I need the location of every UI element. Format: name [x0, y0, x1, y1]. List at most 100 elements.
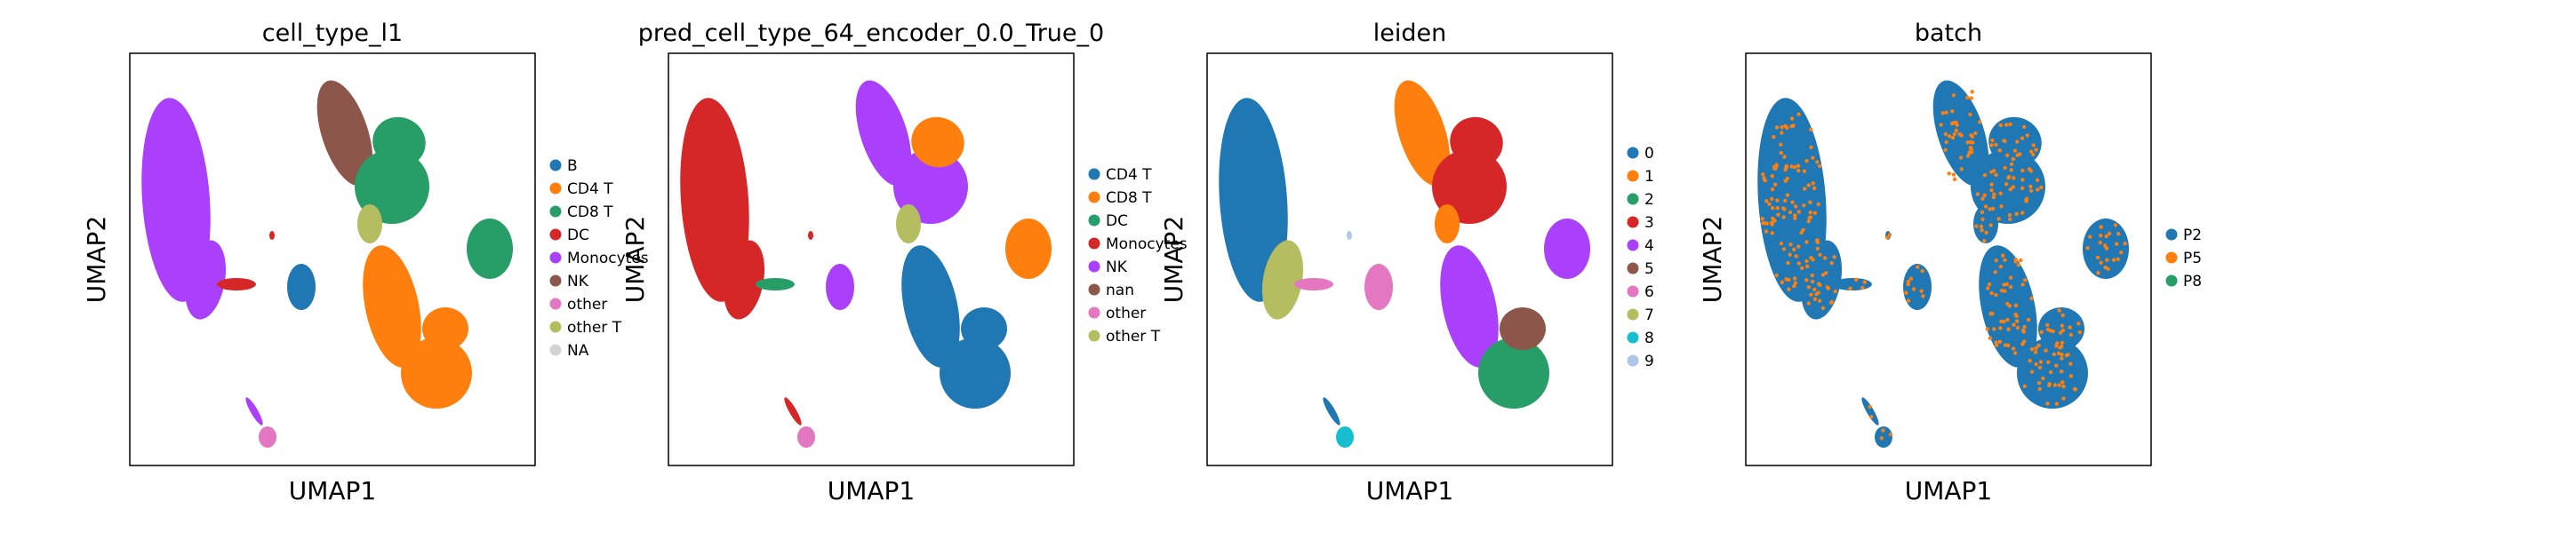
speckle-point	[1989, 187, 1994, 193]
legend-marker	[549, 298, 562, 310]
speckle-point	[2015, 325, 2020, 330]
speckle-point	[1799, 230, 1804, 235]
speckle-point	[2004, 123, 2009, 127]
speckle-point	[1804, 240, 1809, 244]
speckle-point	[2099, 260, 2103, 265]
speckle-point	[1995, 343, 1999, 347]
speckle-point	[2060, 313, 2065, 318]
cell-cluster	[940, 338, 1011, 409]
speckle-point	[1780, 131, 1784, 135]
speckle-point	[2068, 374, 2074, 378]
speckle-point	[2004, 282, 2009, 287]
speckle-point	[2006, 343, 2011, 347]
legend-label: P2	[2183, 227, 2202, 244]
legend-label: other	[1106, 305, 1146, 322]
speckle-point	[1968, 112, 1972, 117]
speckle-point	[1781, 247, 1787, 251]
speckle-point	[1802, 203, 1806, 208]
cell-cluster	[1336, 426, 1354, 448]
speckle-point	[1885, 235, 1890, 240]
speckle-point	[1818, 163, 1822, 169]
speckle-point	[2029, 296, 2034, 301]
speckle-point	[1796, 261, 1801, 266]
speckle-point	[1779, 142, 1783, 147]
speckle-point	[1998, 326, 2003, 330]
scatter-points	[141, 80, 513, 448]
speckle-point	[1820, 306, 1826, 310]
speckle-point	[2077, 330, 2083, 335]
speckle-point	[1951, 172, 1956, 177]
cell-cluster	[855, 80, 912, 187]
speckle-point	[1952, 120, 1956, 125]
umap-panel-batch: batch UMAP1 UMAP2 P2 P5 P8	[1698, 20, 2202, 505]
cell-cluster	[911, 116, 964, 168]
speckle-point	[1783, 198, 1788, 203]
speckle-point	[1989, 143, 1994, 147]
legend-label: DC	[1106, 212, 1128, 230]
cell-cluster	[372, 116, 426, 168]
speckle-point	[1782, 207, 1787, 211]
speckle-point	[2051, 329, 2056, 334]
speckle-point	[1983, 204, 1988, 209]
speckle-point	[1782, 155, 1787, 159]
speckle-point	[1824, 271, 1828, 275]
cell-cluster	[269, 231, 275, 240]
speckle-point	[1817, 298, 1822, 303]
speckle-point	[2060, 352, 2064, 357]
speckle-point	[1807, 215, 1812, 220]
speckle-point	[1796, 210, 1801, 214]
y-axis-label: UMAP2	[1159, 216, 1188, 304]
legend-marker	[1088, 168, 1100, 180]
cell-cluster	[1219, 98, 1288, 302]
legend-item: 3	[1627, 214, 1654, 232]
speckle-point	[1786, 260, 1790, 266]
speckle-point	[2011, 156, 2016, 162]
speckle-point	[1804, 259, 1809, 264]
speckle-point	[1955, 123, 1959, 127]
speckle-point	[1815, 238, 1820, 243]
speckle-point	[1816, 290, 1820, 295]
speckle-point	[2116, 232, 2121, 236]
speckle-point	[2001, 253, 2005, 258]
speckle-point	[1997, 148, 2002, 153]
legend-marker	[1627, 285, 1639, 298]
speckle-point	[2015, 319, 2020, 323]
speckle-point	[2041, 376, 2045, 381]
speckle-point	[2045, 402, 2050, 406]
speckle-point	[1952, 177, 1957, 181]
speckle-point	[1974, 224, 1979, 228]
speckle-point	[1770, 196, 1774, 202]
cell-cluster	[217, 278, 256, 290]
speckle-point	[1774, 273, 1779, 278]
speckle-point	[2123, 242, 2127, 246]
speckle-point	[2085, 246, 2090, 251]
speckle-point	[1994, 259, 1998, 263]
speckle-point	[2115, 242, 2119, 246]
speckle-point	[2099, 234, 2103, 238]
speckle-point	[1988, 336, 1993, 340]
legend-marker	[1627, 216, 1639, 228]
speckle-point	[2005, 153, 2010, 157]
speckle-point	[1881, 428, 1885, 433]
speckle-point	[1812, 287, 1817, 291]
speckle-point	[2028, 149, 2034, 154]
speckle-point	[2096, 271, 2100, 275]
speckle-point	[1811, 181, 1815, 186]
legend-item: CD4 T	[549, 180, 613, 198]
speckle-point	[2034, 346, 2038, 351]
speckle-point	[2047, 383, 2052, 387]
legend-item: 0	[1627, 145, 1654, 163]
speckle-point	[2020, 168, 2025, 173]
legend: B CD4 T CD8 T DC Monocytes NK other other T NA	[549, 157, 649, 360]
legend-marker	[1627, 193, 1639, 205]
legend-marker	[549, 344, 562, 356]
cell-cluster	[901, 245, 960, 368]
scatter-points	[680, 80, 1052, 448]
x-axis-label: UMAP1	[289, 476, 377, 505]
speckle-point	[1800, 266, 1804, 270]
legend-marker	[2165, 228, 2178, 241]
speckle-point	[2076, 322, 2081, 326]
speckle-point	[1784, 163, 1788, 169]
speckle-point	[2058, 346, 2062, 350]
legend-item: NK	[1088, 259, 1128, 276]
